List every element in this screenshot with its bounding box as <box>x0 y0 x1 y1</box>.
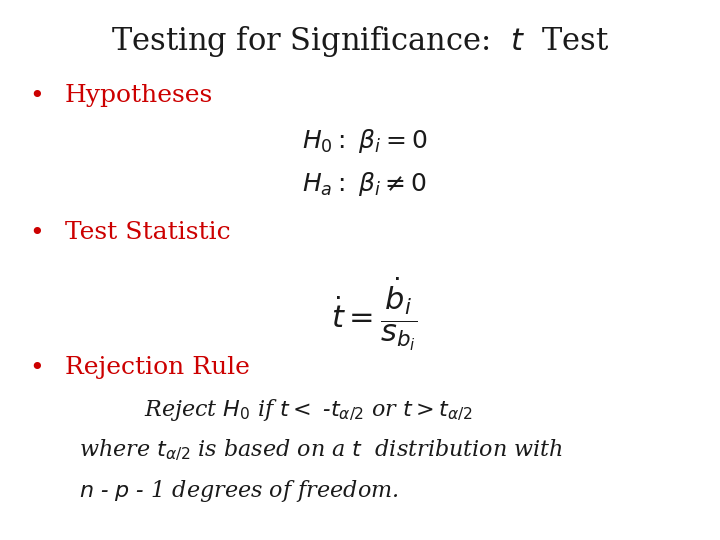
Text: where $t_{\alpha/2}$ is based on a $t$  distribution with: where $t_{\alpha/2}$ is based on a $t$ d… <box>79 437 563 463</box>
Text: •: • <box>29 356 43 380</box>
Text: $\dot{t} = \dfrac{\dot{b}_i}{s_{b_i}}$: $\dot{t} = \dfrac{\dot{b}_i}{s_{b_i}}$ <box>331 275 418 353</box>
Text: •: • <box>29 221 43 245</box>
Text: $n$ - $p$ - 1 degrees of freedom.: $n$ - $p$ - 1 degrees of freedom. <box>79 478 399 504</box>
Text: $H_a{:}\ \beta_i \neq 0$: $H_a{:}\ \beta_i \neq 0$ <box>302 170 428 198</box>
Text: Test Statistic: Test Statistic <box>65 221 230 245</box>
Text: •: • <box>29 84 43 107</box>
Text: Hypotheses: Hypotheses <box>65 84 213 107</box>
Text: Reject $H_0$ if $t < $ -$t_{\alpha/2}$ or $t > t_{\alpha/2}$: Reject $H_0$ if $t < $ -$t_{\alpha/2}$ o… <box>144 397 472 423</box>
Text: $H_0{:}\ \beta_i = 0$: $H_0{:}\ \beta_i = 0$ <box>302 127 428 155</box>
Text: Testing for Significance:  $t$  Test: Testing for Significance: $t$ Test <box>111 24 609 59</box>
Text: Rejection Rule: Rejection Rule <box>65 356 250 380</box>
